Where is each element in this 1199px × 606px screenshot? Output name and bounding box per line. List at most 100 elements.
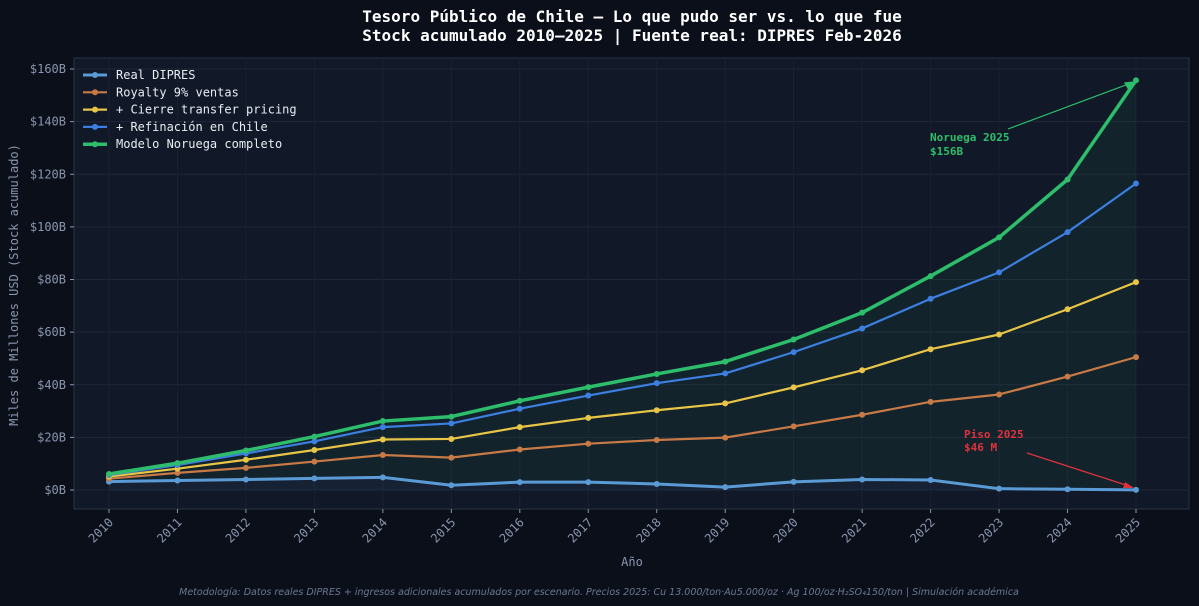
data-point — [448, 482, 455, 489]
data-point — [311, 458, 318, 465]
annotation-piso-arrow — [1026, 452, 1133, 488]
data-point — [790, 349, 797, 356]
legend-label: Royalty 9% ventas — [116, 85, 239, 99]
data-point — [927, 295, 934, 302]
data-point — [1133, 180, 1139, 187]
plot-area — [73, 57, 1190, 510]
data-point — [311, 447, 318, 454]
y-axis-label: Miles de Millones USD (Stock acumulado) — [7, 144, 21, 426]
data-point — [174, 477, 181, 484]
data-point — [311, 433, 318, 440]
data-point — [585, 414, 592, 421]
data-point — [927, 477, 934, 484]
annotation-piso-line2: $46 M — [964, 441, 997, 454]
data-point — [996, 391, 1003, 398]
data-point — [585, 384, 592, 391]
area-fill-gap — [109, 80, 1136, 490]
data-point — [859, 411, 866, 418]
data-point — [311, 438, 318, 445]
data-point — [516, 446, 523, 453]
chart-subtitle: Stock acumulado 2010–2025 | Fuente real:… — [362, 26, 901, 46]
legend-swatch-marker — [92, 72, 98, 78]
data-point — [1133, 486, 1139, 493]
series-points — [106, 77, 1139, 493]
data-point — [585, 479, 592, 486]
series-line — [107, 281, 1138, 478]
legend-label: Real DIPRES — [116, 68, 195, 82]
data-point — [722, 434, 729, 441]
data-point — [174, 469, 181, 476]
data-point — [242, 447, 249, 454]
x-axis-label: Año — [621, 555, 643, 569]
legend: Real DIPRES Royalty 9% ventas + Cierre tra… — [83, 68, 297, 151]
data-point — [242, 456, 249, 463]
y-tick-label: $40B — [37, 378, 66, 392]
legend-label: Modelo Noruega completo — [116, 137, 282, 151]
data-point — [996, 331, 1003, 338]
data-point — [585, 440, 592, 447]
legend-swatch-marker — [92, 123, 98, 130]
data-point — [448, 454, 455, 461]
data-point — [996, 234, 1003, 241]
data-point — [311, 475, 318, 482]
y-tick-label: $60B — [37, 325, 66, 339]
annotation-noruega-line2: $156B — [930, 145, 963, 158]
data-point — [859, 309, 866, 316]
series-line — [107, 78, 1138, 476]
data-point — [790, 384, 797, 391]
data-point — [379, 452, 386, 459]
legend-swatch-marker — [92, 89, 98, 96]
annotation-noruega-arrowhead — [1124, 81, 1134, 90]
data-point — [516, 405, 523, 412]
data-point — [722, 358, 729, 365]
y-axis-ticks: $0B $20B $40B $60B $80B $100B $120B $140B $160B — [30, 62, 74, 497]
data-point — [653, 437, 660, 444]
data-point — [722, 370, 729, 377]
legend-swatch-marker — [92, 106, 98, 113]
data-point — [379, 474, 386, 481]
data-point — [516, 424, 523, 431]
annotations: Noruega 2025$156B Piso 2025$46 M — [930, 81, 1134, 488]
legend-swatch-marker — [92, 141, 98, 148]
data-point — [242, 476, 249, 483]
legend-label: + Cierre transfer pricing — [116, 103, 297, 117]
data-point — [1133, 354, 1139, 361]
data-point — [653, 380, 660, 387]
data-point — [722, 484, 729, 491]
data-point — [859, 325, 866, 332]
data-point — [1133, 279, 1139, 286]
data-point — [722, 400, 729, 407]
y-tick-label: $160B — [30, 62, 66, 76]
data-point — [859, 367, 866, 374]
data-point — [516, 479, 523, 486]
data-point — [448, 435, 455, 442]
data-point — [379, 436, 386, 443]
data-point — [1064, 306, 1071, 313]
data-point — [448, 413, 455, 420]
data-point — [1064, 486, 1071, 493]
data-point — [174, 460, 181, 467]
y-tick-label: $0B — [44, 483, 66, 497]
annotation-noruega-line1: Noruega 2025 — [930, 131, 1009, 144]
data-point — [996, 269, 1003, 276]
data-point — [927, 346, 934, 353]
data-point — [1064, 373, 1071, 380]
data-point — [859, 476, 866, 483]
data-point — [1064, 229, 1071, 236]
series-line — [107, 182, 1138, 477]
data-point — [653, 480, 660, 487]
data-point — [585, 392, 592, 399]
data-point — [106, 470, 112, 477]
data-point — [516, 397, 523, 404]
data-point — [653, 370, 660, 377]
data-point — [996, 485, 1003, 492]
y-tick-label: $20B — [37, 430, 66, 444]
series-line — [107, 475, 1138, 492]
series-lines — [107, 78, 1138, 492]
y-tick-label: $120B — [30, 167, 66, 181]
y-tick-label: $80B — [37, 273, 66, 287]
data-point — [1064, 176, 1071, 183]
data-point — [1133, 77, 1139, 84]
